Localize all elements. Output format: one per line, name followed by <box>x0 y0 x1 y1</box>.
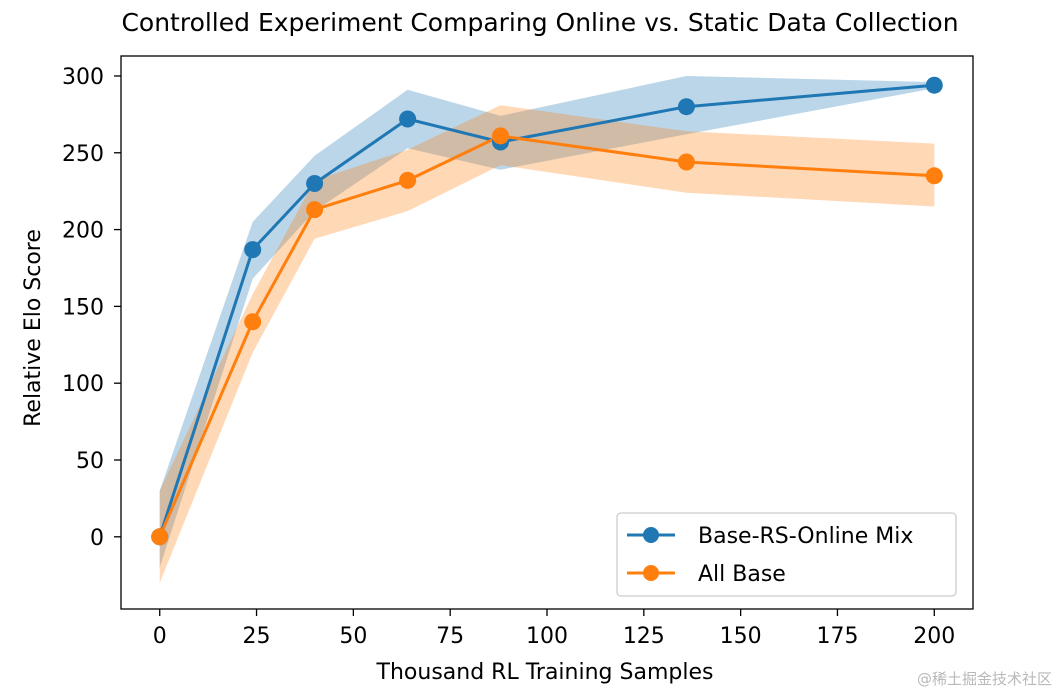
point-all-base <box>677 153 695 171</box>
legend-label-all-base: All Base <box>698 562 786 587</box>
point-base-rs-online-mix <box>399 110 417 128</box>
y-axis-label: Relative Elo Score <box>21 229 46 427</box>
point-all-base <box>151 528 169 546</box>
legend-frame <box>616 512 957 597</box>
point-all-base <box>399 171 417 189</box>
legend-marker-base-rs-online-mix <box>643 527 659 543</box>
band-all-base <box>159 105 935 583</box>
y-tick-label: 0 <box>90 526 104 551</box>
y-tick-label: 50 <box>76 449 104 474</box>
point-base-rs-online-mix <box>677 98 695 116</box>
x-tick-label: 125 <box>623 624 665 649</box>
series-points <box>151 76 943 546</box>
point-all-base <box>492 127 509 145</box>
legend-label-base-rs-online-mix: Base-RS-Online Mix <box>698 524 913 549</box>
point-base-rs-online-mix <box>244 241 262 259</box>
watermark-text: @稀土掘金技术社区 <box>917 670 1052 688</box>
point-all-base <box>244 313 262 331</box>
x-tick-label: 200 <box>913 624 955 649</box>
x-tick-label: 75 <box>436 624 464 649</box>
legend-marker-all-base <box>643 565 659 581</box>
point-base-rs-online-mix <box>306 175 324 192</box>
y-tick-label: 150 <box>62 295 104 320</box>
x-tick-label: 25 <box>243 624 271 649</box>
point-all-base <box>925 167 943 185</box>
x-axis-ticks: 0 25 50 75 100 125 150 175 200 <box>153 609 955 649</box>
x-tick-label: 175 <box>816 624 858 649</box>
x-tick-label: 0 <box>153 624 167 649</box>
confidence-bands <box>159 76 935 583</box>
y-tick-label: 200 <box>62 219 104 244</box>
legend: Base-RS-Online Mix All Base <box>616 512 957 597</box>
x-tick-label: 50 <box>339 624 367 649</box>
chart-title: Controlled Experiment Comparing Online v… <box>121 8 958 37</box>
x-tick-label: 100 <box>526 624 568 649</box>
y-tick-label: 300 <box>62 65 104 90</box>
y-tick-label: 100 <box>62 372 104 397</box>
point-base-rs-online-mix <box>925 76 943 94</box>
x-tick-label: 150 <box>720 624 762 649</box>
point-all-base <box>306 201 324 219</box>
y-tick-label: 250 <box>62 142 104 167</box>
x-axis-label: Thousand RL Training Samples <box>376 660 714 685</box>
y-axis-ticks: 0 50 100 150 200 250 300 <box>62 65 121 551</box>
